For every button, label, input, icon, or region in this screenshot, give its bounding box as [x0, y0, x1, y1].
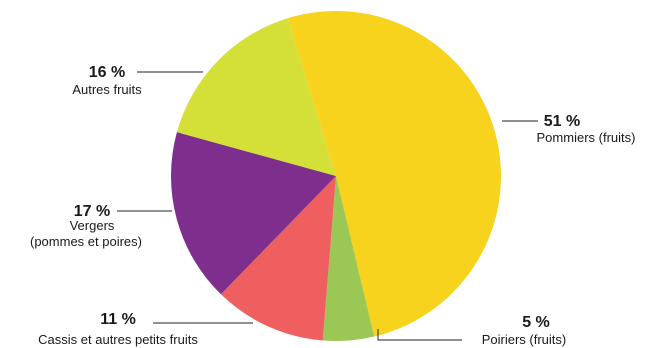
slice-name-label: Poiriers (fruits)	[482, 332, 567, 347]
pie-labels: 51 %Pommiers (fruits) 5 %Poiriers (fruits…	[30, 64, 635, 347]
slice-name-label: Vergers	[70, 218, 115, 233]
slice-name-label: Cassis et autres petits fruits	[38, 332, 198, 347]
slice-percent-label: 11 %	[100, 311, 136, 328]
pie-slice	[176, 18, 336, 177]
leader-line	[377, 329, 462, 341]
pie-slice	[287, 11, 501, 337]
pie-slice	[322, 176, 375, 342]
slice-name-label: Pommiers (fruits)	[537, 130, 636, 145]
slice-percent-label: 5 %	[522, 314, 550, 331]
pie-slice	[170, 132, 336, 295]
pie-slice	[220, 176, 336, 341]
slice-name-label: Autres fruits	[72, 82, 142, 97]
slice-percent-label: 17 %	[74, 203, 110, 220]
slice-percent-label: 51 %	[544, 113, 580, 130]
slice-name-label: (pommes et poires)	[30, 234, 142, 249]
pie-slices	[170, 11, 501, 342]
slice-percent-label: 16 %	[89, 64, 125, 81]
